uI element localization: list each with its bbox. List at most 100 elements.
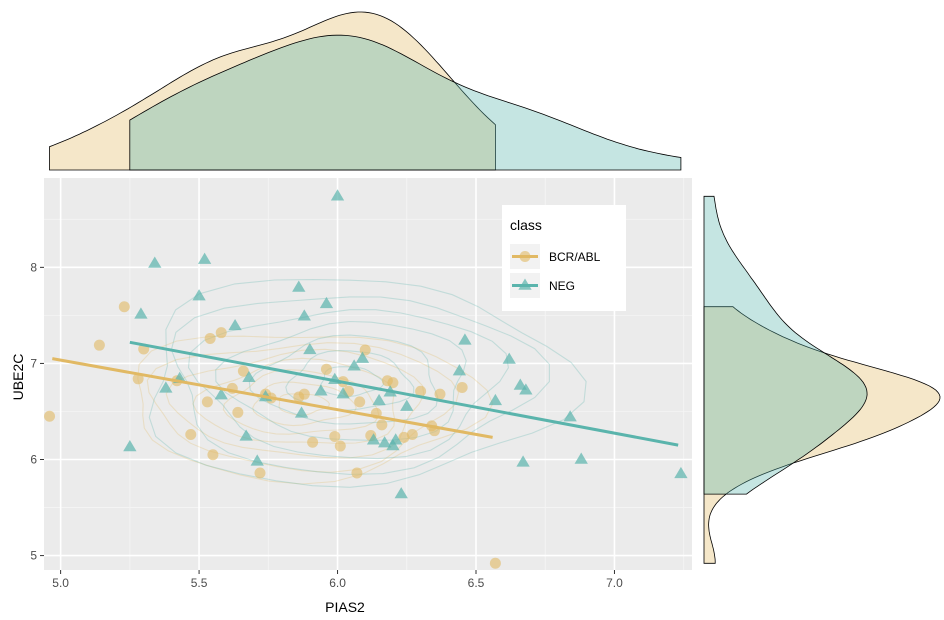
density-contour bbox=[252, 381, 357, 427]
density-contour bbox=[222, 369, 380, 435]
point-neg bbox=[214, 388, 228, 400]
density-contour bbox=[187, 309, 509, 460]
y-tick-label: 5 bbox=[30, 549, 37, 563]
point-bcrabl bbox=[489, 557, 501, 569]
y-axis: 5 6 7 8 bbox=[30, 260, 44, 563]
x-tick-label: 6.5 bbox=[468, 576, 485, 590]
x-axis-title: PIAS2 bbox=[325, 599, 365, 615]
point-neg bbox=[394, 487, 408, 499]
point-neg bbox=[242, 370, 256, 383]
point-neg bbox=[250, 454, 264, 466]
point-neg bbox=[134, 307, 148, 319]
density-contour bbox=[137, 335, 494, 485]
point-bcrabl bbox=[298, 388, 310, 400]
point-bcrabl bbox=[254, 467, 266, 479]
point-bcrabl bbox=[201, 396, 213, 408]
point-neg bbox=[516, 455, 530, 467]
point-neg bbox=[563, 410, 577, 422]
x-tick-label: 7.0 bbox=[606, 576, 623, 590]
regression-lines bbox=[52, 340, 679, 447]
top-marginal-density bbox=[49, 11, 682, 171]
point-neg bbox=[519, 383, 533, 395]
density-contour bbox=[278, 393, 330, 416]
point-neg bbox=[389, 433, 403, 445]
point-bcrabl bbox=[307, 436, 319, 448]
point-bcrabl bbox=[204, 332, 216, 344]
point-bcrabl bbox=[207, 449, 219, 461]
point-neg bbox=[386, 439, 400, 451]
point-neg bbox=[314, 384, 328, 396]
point-bcrabl bbox=[329, 430, 341, 442]
density-contours bbox=[137, 279, 587, 488]
point-neg bbox=[292, 280, 306, 292]
legend-marker bbox=[519, 251, 531, 262]
point-neg bbox=[228, 318, 242, 331]
density-contour bbox=[165, 348, 425, 459]
point-neg bbox=[458, 333, 472, 345]
point-neg bbox=[192, 289, 206, 301]
point-bcrabl bbox=[118, 301, 130, 313]
density-contour bbox=[319, 366, 385, 397]
point-neg bbox=[674, 466, 688, 479]
point-bcrabl bbox=[93, 339, 105, 351]
point-neg bbox=[377, 436, 392, 448]
point-neg bbox=[159, 381, 173, 393]
point-bcrabl bbox=[237, 365, 249, 377]
density-contour bbox=[148, 279, 587, 488]
top-density-bcrabl bbox=[49, 11, 496, 171]
point-neg bbox=[330, 189, 345, 201]
point-bcrabl bbox=[415, 385, 427, 397]
point-neg bbox=[400, 399, 414, 411]
right-density-neg bbox=[703, 195, 868, 495]
point-neg bbox=[319, 296, 334, 309]
point-neg bbox=[372, 393, 386, 406]
point-bcrabl bbox=[406, 429, 418, 441]
y-tick-label: 8 bbox=[30, 260, 37, 274]
point-neg bbox=[574, 452, 588, 464]
legend-label: BCR/ABL bbox=[549, 250, 601, 264]
x-tick-label: 6.0 bbox=[329, 576, 346, 590]
point-neg bbox=[294, 406, 309, 418]
point-neg bbox=[355, 351, 370, 363]
top-density-neg bbox=[129, 34, 682, 171]
point-neg bbox=[452, 364, 467, 376]
point-bcrabl bbox=[376, 419, 388, 431]
point-bcrabl bbox=[232, 406, 244, 418]
point-bcrabl bbox=[434, 388, 446, 400]
legend-marker bbox=[518, 278, 532, 290]
point-neg bbox=[488, 393, 503, 406]
point-bcrabl bbox=[44, 410, 56, 422]
x-tick-label: 5.5 bbox=[191, 576, 208, 590]
y-tick-label: 6 bbox=[30, 453, 37, 467]
point-neg bbox=[148, 256, 162, 268]
point-bcrabl bbox=[387, 377, 399, 389]
point-neg bbox=[123, 440, 137, 452]
density-contour bbox=[285, 350, 415, 411]
x-axis: 5.0 5.5 6.0 6.5 7.0 bbox=[52, 570, 623, 590]
right-density-bcrabl bbox=[703, 306, 941, 564]
point-neg bbox=[239, 429, 253, 441]
right-marginal-density bbox=[703, 195, 941, 564]
fit-line-bcrabl bbox=[52, 357, 493, 439]
point-neg bbox=[366, 433, 381, 445]
point-bcrabl bbox=[334, 440, 346, 452]
data-points bbox=[44, 189, 688, 569]
point-bcrabl bbox=[185, 429, 197, 441]
point-neg bbox=[347, 359, 361, 371]
point-neg bbox=[513, 378, 527, 390]
y-tick-label: 7 bbox=[30, 356, 37, 370]
legend: class BCR/ABL NEG bbox=[502, 205, 626, 311]
y-axis-title: UBE2C bbox=[10, 354, 26, 401]
point-bcrabl bbox=[351, 467, 363, 479]
point-neg bbox=[197, 252, 212, 264]
x-tick-label: 5.0 bbox=[52, 576, 69, 590]
point-neg bbox=[502, 352, 516, 364]
point-bcrabl bbox=[132, 373, 144, 385]
point-bcrabl bbox=[398, 431, 410, 443]
point-bcrabl bbox=[456, 381, 468, 393]
point-bcrabl bbox=[320, 363, 332, 375]
point-neg bbox=[297, 309, 311, 321]
point-bcrabl bbox=[354, 396, 366, 408]
fit-line-neg bbox=[129, 340, 679, 447]
